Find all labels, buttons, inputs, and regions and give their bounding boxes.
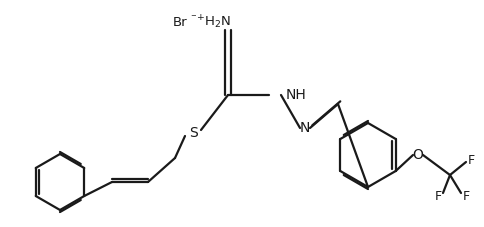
Text: O: O: [412, 148, 424, 162]
Text: Br: Br: [173, 15, 188, 29]
Text: F: F: [468, 153, 475, 166]
Text: S: S: [189, 126, 197, 140]
Text: F: F: [462, 190, 469, 202]
Text: F: F: [435, 190, 441, 202]
Text: $^{-}$: $^{-}$: [190, 13, 197, 23]
Text: $^{+}$H$_{2}$N: $^{+}$H$_{2}$N: [196, 13, 231, 31]
Text: NH: NH: [286, 88, 307, 102]
Text: N: N: [300, 121, 310, 135]
